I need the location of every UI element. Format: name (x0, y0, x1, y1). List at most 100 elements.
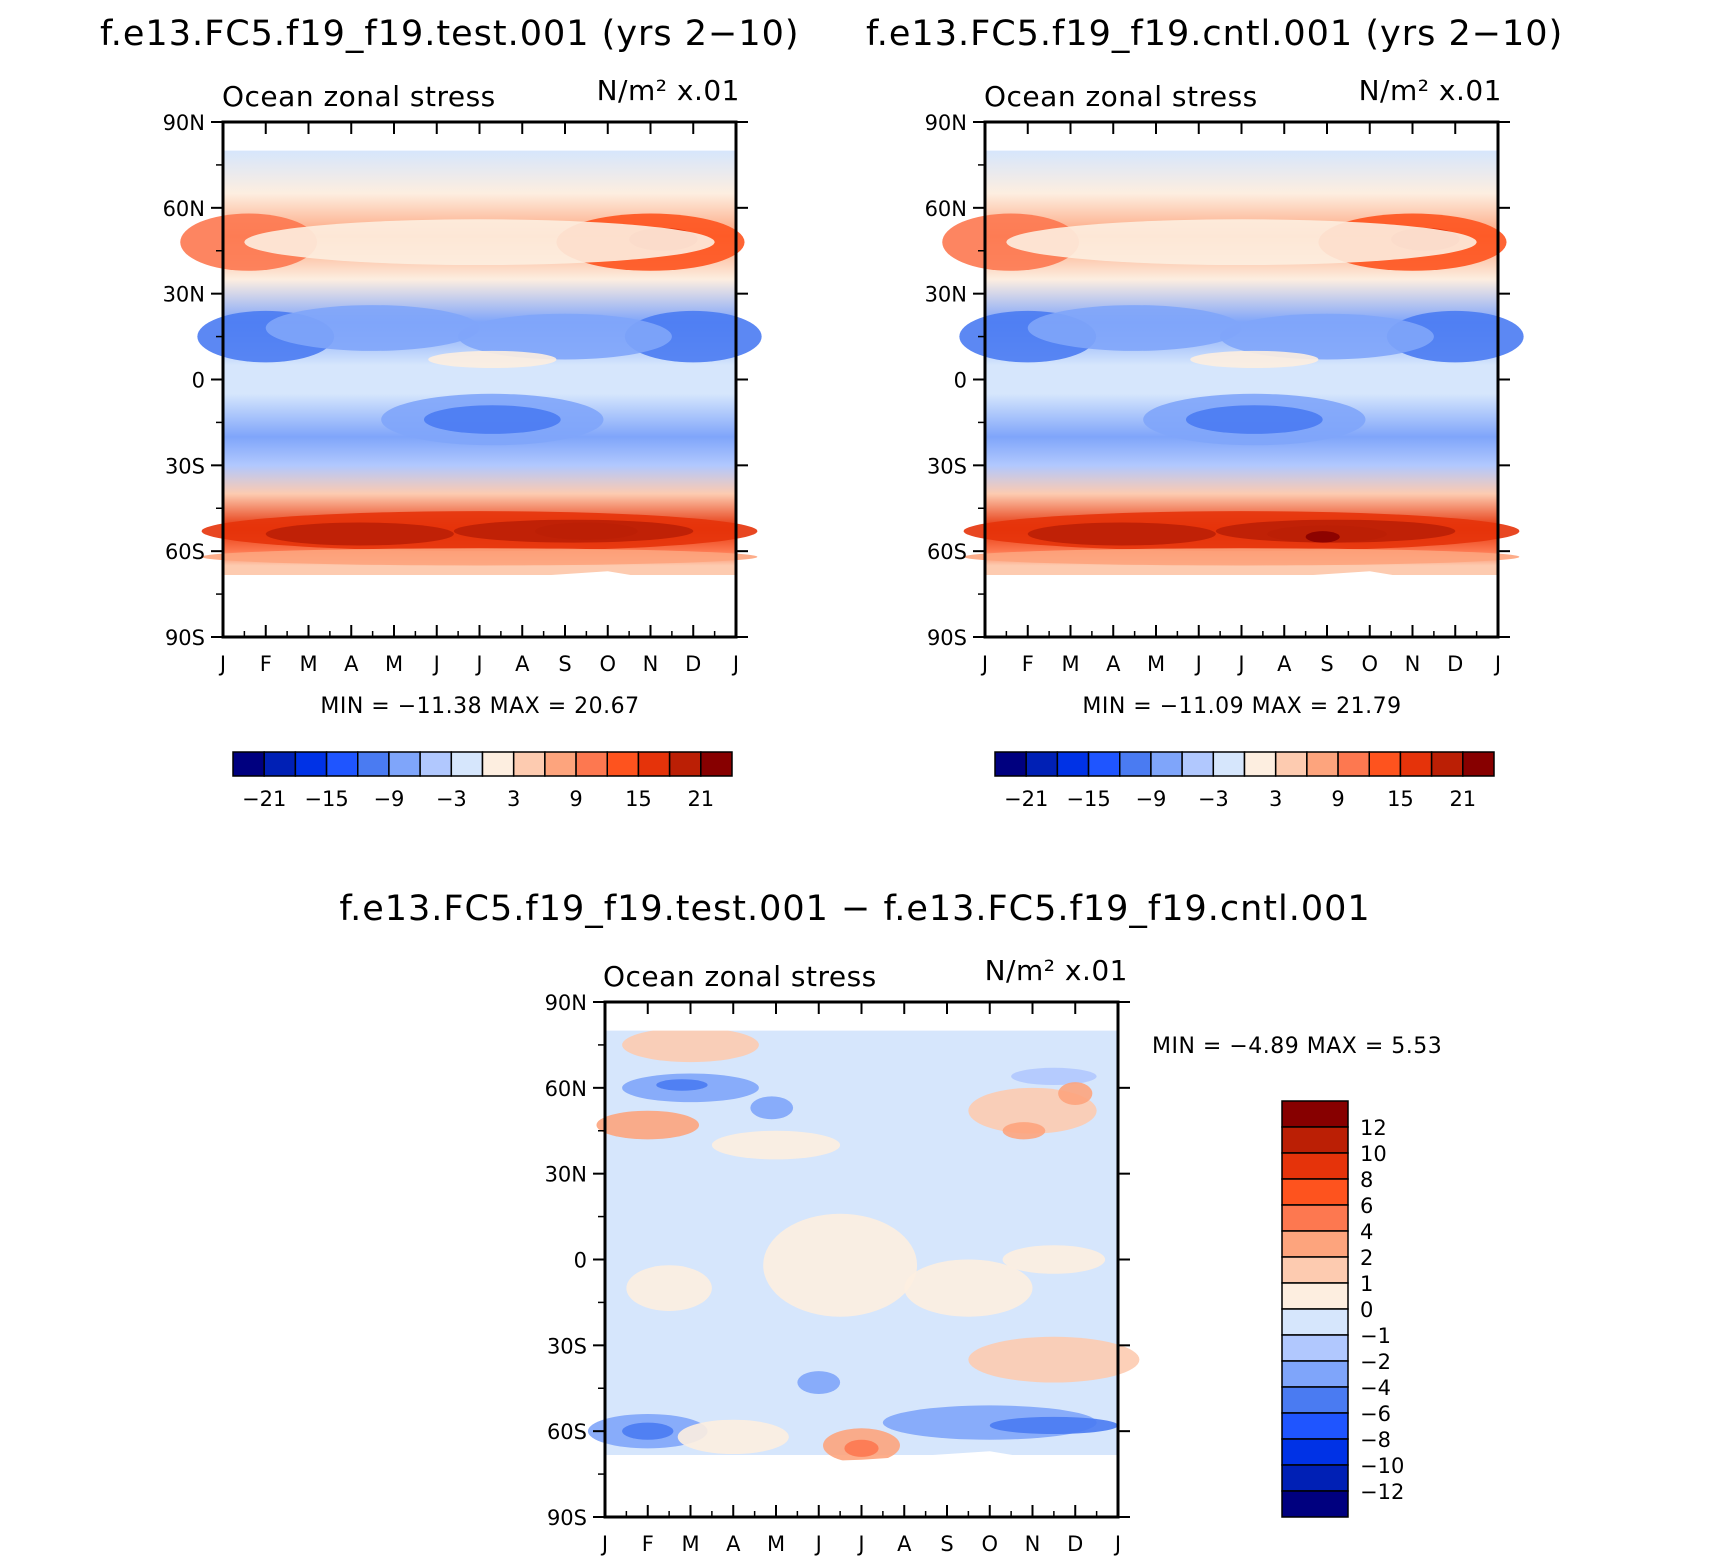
y-tick-label: 0 (574, 1249, 587, 1273)
y-tick-label: 90N (163, 111, 205, 135)
y-tick-label: 60S (927, 540, 967, 564)
panel-cntl-colorbar: −21 −15 −9 −3 3 9 15 21 (994, 751, 1495, 811)
y-tick-label: 60S (547, 1420, 587, 1444)
antarctica-mask (223, 571, 736, 637)
contour-region (624, 310, 762, 363)
colorbar-label: 21 (1449, 787, 1476, 811)
colorbar-label: 10 (1360, 1142, 1387, 1166)
panel-diff-left-label: Ocean zonal stress (603, 960, 877, 993)
panel-diff-ticks: J F M A M J J A S O N D J 90N 60N 30N 0 30S 60S 90S (545, 991, 1130, 1556)
x-tick-label: D (685, 652, 701, 676)
panel-cntl-blobs (942, 213, 1524, 566)
contour-region (244, 219, 715, 266)
colorbar-swatch (1281, 1178, 1349, 1206)
panel-diff-units-label: N/m² x.01 (985, 954, 1128, 987)
y-tick-label: 30N (925, 283, 967, 307)
colorbar-swatch (1281, 1490, 1349, 1518)
colorbar-label: 3 (1269, 787, 1282, 811)
colorbar-swatch (1281, 1464, 1349, 1492)
colorbar-swatch (1462, 751, 1495, 777)
colorbar-swatch (232, 751, 265, 777)
colorbar-swatch (512, 751, 546, 777)
panel-diff: Ocean zonal stress N/m² x.01 J F M A M J J A S O N… (545, 954, 1442, 1556)
contour-region (1220, 313, 1434, 360)
contour-region (711, 1130, 841, 1160)
colorbar-swatch (1087, 751, 1121, 777)
x-tick-label: S (558, 652, 571, 676)
y-tick-label: 60N (163, 197, 205, 221)
panel-diff-blobs (587, 1027, 1140, 1463)
x-tick-label: J (814, 1532, 822, 1556)
y-tick-label: 90S (165, 626, 205, 650)
x-tick-label: M (1061, 652, 1079, 676)
panel-cntl-ticks: J F M A M J J A S O N D J 90N 60N 30N 0 30S 60S 90S (925, 111, 1510, 676)
x-tick-label: D (1447, 652, 1463, 676)
colorbar-swatch (1212, 751, 1246, 777)
contour-region (656, 1079, 708, 1091)
colorbar-swatch (263, 751, 297, 777)
x-tick-label: F (642, 1532, 654, 1556)
x-tick-label: S (940, 1532, 953, 1556)
colorbar-swatch (481, 751, 515, 777)
colorbar-swatch (1281, 1360, 1349, 1388)
panel-test-colorbar: −21 −15 −9 −3 3 9 15 21 (232, 751, 733, 811)
colorbar-label: −1 (1360, 1324, 1391, 1348)
x-tick-label: A (897, 1532, 912, 1556)
contour-region (626, 1265, 712, 1311)
panel-b-title: f.e13.FC5.f19_f19.cntl.001 (yrs 2−10) (866, 14, 1563, 54)
contour-region (763, 1213, 918, 1317)
colorbar-swatch (1399, 751, 1433, 777)
colorbar-label: −9 (1135, 787, 1166, 811)
colorbar-label: −8 (1360, 1428, 1391, 1452)
colorbar-label: 15 (625, 787, 652, 811)
contour-region (844, 1439, 879, 1457)
x-tick-label: J (1113, 1532, 1121, 1556)
x-tick-label: J (1236, 652, 1244, 676)
colorbar-swatch (1274, 751, 1308, 777)
colorbar-label: 9 (1331, 787, 1344, 811)
y-tick-label: 90S (547, 1506, 587, 1530)
colorbar-swatch (1306, 751, 1339, 777)
colorbar-swatch (1430, 751, 1464, 777)
colorbar-swatch (1281, 1126, 1349, 1154)
panel-test-minmax: MIN = −11.38 MAX = 20.67 (320, 694, 639, 719)
y-tick-label: 60S (165, 540, 205, 564)
panel-cntl-left-label: Ocean zonal stress (984, 80, 1258, 113)
y-tick-label: 30S (547, 1334, 587, 1358)
contour-region (596, 1110, 700, 1140)
colorbar-label: 8 (1360, 1168, 1373, 1192)
colorbar-label: −21 (1004, 787, 1048, 811)
panel-test-ticks: J F M A M J J A S O N D J 90N 60N 30N 0 30S 60S 90S (163, 111, 748, 676)
colorbar-label: −3 (1198, 787, 1229, 811)
contour-region (904, 1259, 1033, 1317)
colorbar-label: 1 (1360, 1272, 1373, 1296)
antarctica-mask (985, 571, 1498, 637)
x-tick-label: N (1405, 652, 1421, 676)
panel-a-title: f.e13.FC5.f19_f19.test.001 (yrs 2−10) (100, 14, 800, 54)
colorbar-label: −6 (1360, 1402, 1391, 1426)
contour-region (1002, 1245, 1106, 1274)
contour-region (458, 313, 672, 360)
colorbar-swatch (1150, 751, 1183, 777)
x-tick-label: D (1067, 1532, 1083, 1556)
colorbar-swatch (700, 751, 733, 777)
colorbar-swatch (1281, 1152, 1349, 1180)
colorbar-label: −4 (1360, 1376, 1391, 1400)
colorbar-swatch (450, 751, 484, 777)
colorbar-swatch (544, 751, 577, 777)
panel-test-blobs (180, 213, 762, 566)
panel-cntl-minmax: MIN = −11.09 MAX = 21.79 (1082, 694, 1401, 719)
colorbar-swatch (1119, 751, 1152, 777)
colorbar-swatch (419, 751, 453, 777)
x-tick-label: A (344, 652, 359, 676)
panel-cntl-units-label: N/m² x.01 (1359, 74, 1502, 107)
panel-diff-minmax: MIN = −4.89 MAX = 5.53 (1152, 1034, 1442, 1059)
colorbar-label: 2 (1360, 1246, 1373, 1270)
colorbar-label: 3 (507, 787, 520, 811)
contour-region (1185, 405, 1323, 434)
x-tick-label: J (856, 1532, 864, 1556)
contour-region (677, 1419, 789, 1455)
colorbar-label: −9 (373, 787, 404, 811)
x-tick-label: M (767, 1532, 785, 1556)
